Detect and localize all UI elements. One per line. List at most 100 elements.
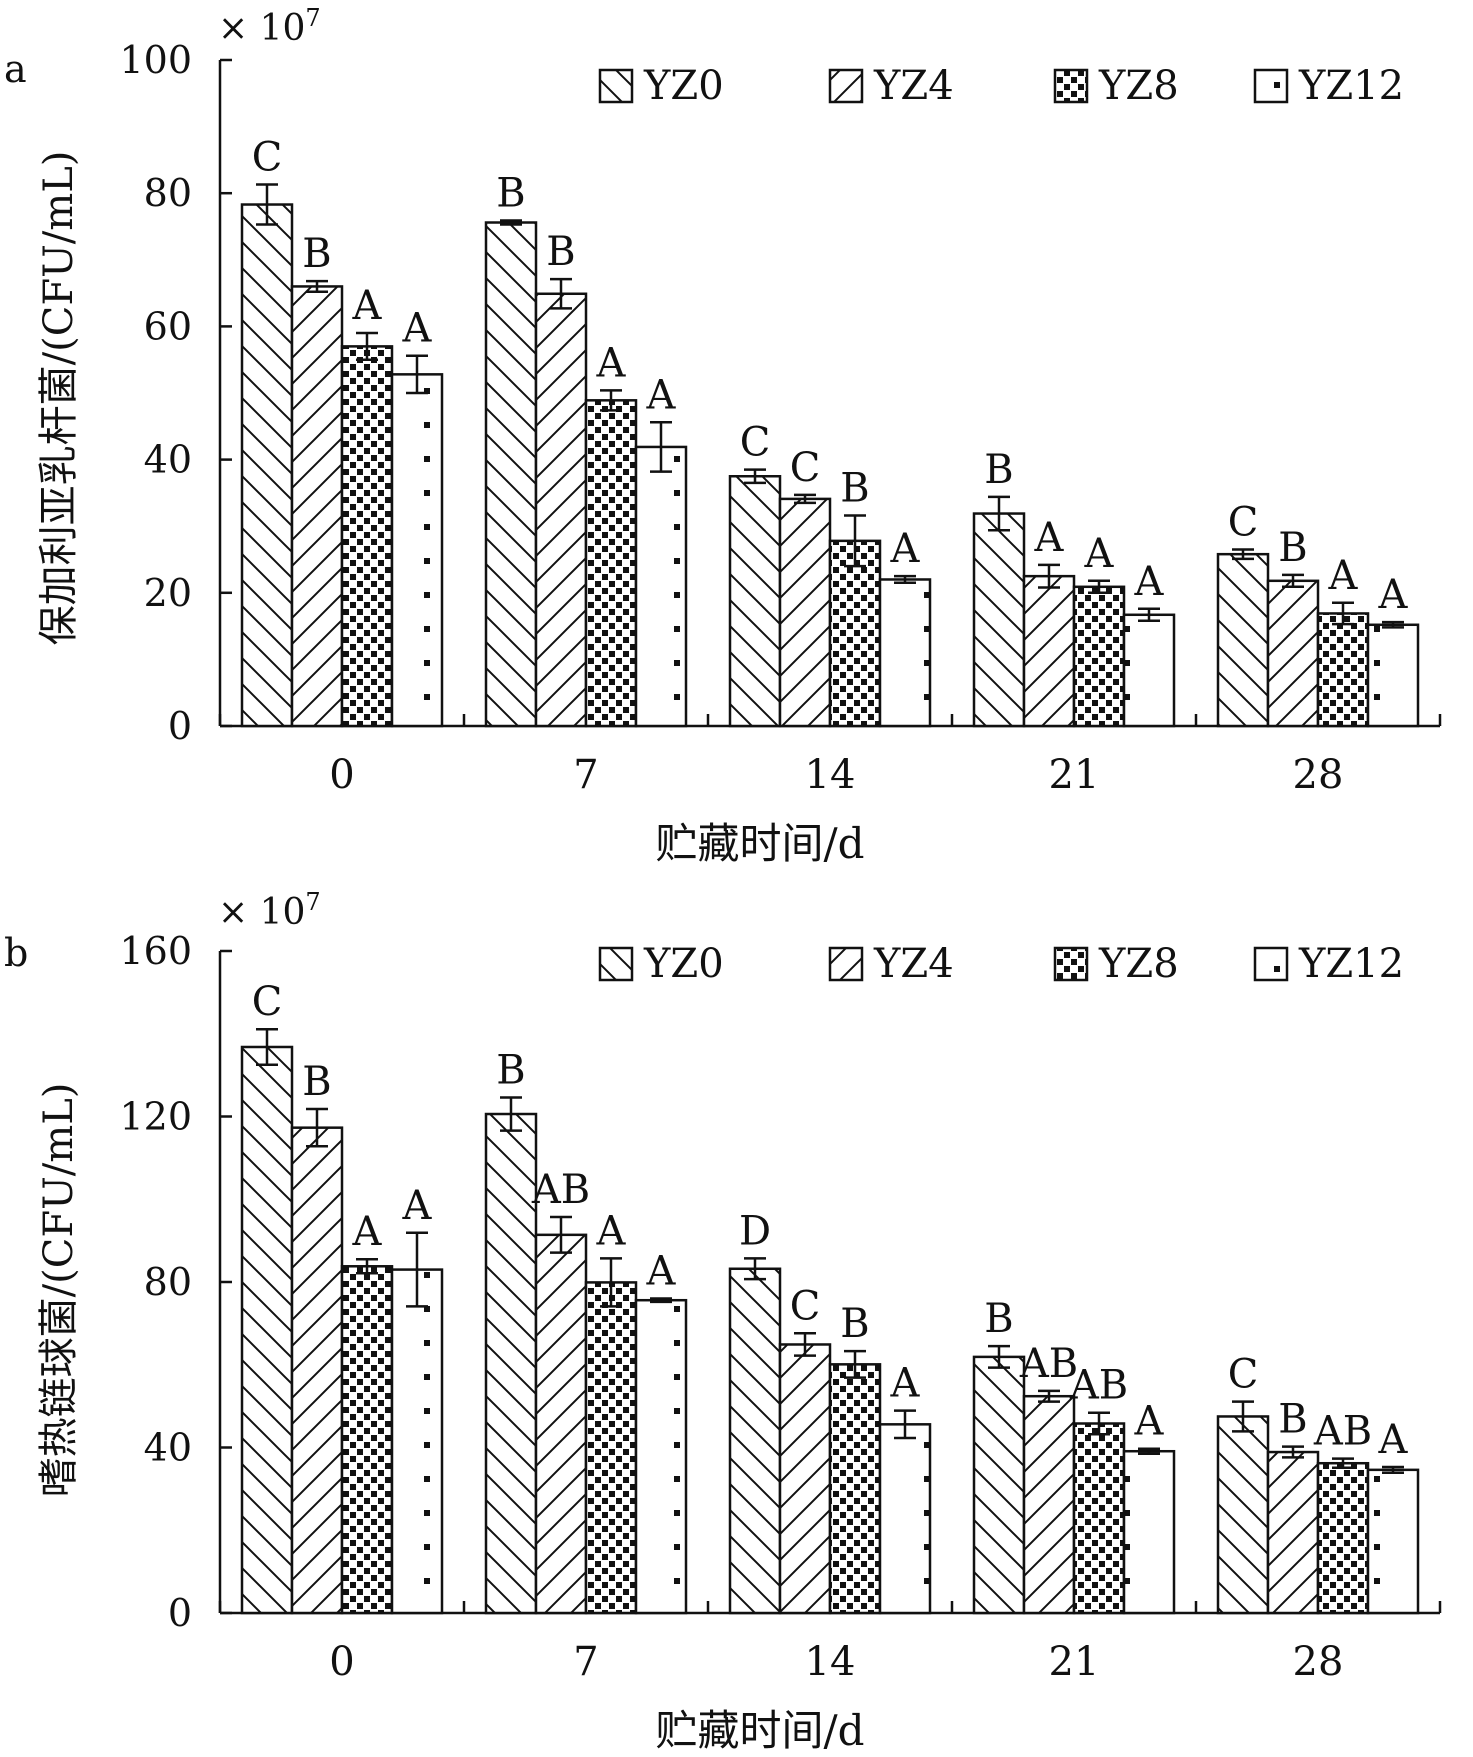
significance-letter: B <box>840 1301 869 1347</box>
y-tick-label: 40 <box>144 1426 192 1470</box>
bar-yz8 <box>1072 1422 1126 1615</box>
multiplier-exponent: 7 <box>305 888 320 916</box>
significance-letter: B <box>1278 525 1307 571</box>
y-tick-label: 0 <box>168 1591 192 1635</box>
bar-yz8 <box>584 1281 638 1615</box>
legend: YZ0 YZ4 YZ8 YZ12 <box>598 63 1404 109</box>
bar-yz8 <box>828 539 882 728</box>
bar-yz8 <box>1072 585 1126 728</box>
x-tick-label: 21 <box>1049 752 1100 798</box>
y-tick-label: 0 <box>168 704 192 748</box>
bar-yz0 <box>240 1045 294 1615</box>
panel-label: a <box>4 47 27 91</box>
significance-letter: A <box>1328 553 1359 599</box>
significance-letter: A <box>890 526 921 572</box>
bar-yz12 <box>1366 1468 1420 1615</box>
legend-entry: YZ8 <box>1098 63 1179 109</box>
x-axis-label: 贮藏时间/d <box>655 819 864 868</box>
x-tick-label: 14 <box>805 752 856 798</box>
significance-letter: B <box>1278 1397 1307 1443</box>
x-tick-label: 28 <box>1293 752 1344 798</box>
x-tick-label: 28 <box>1293 1639 1344 1685</box>
significance-letter: B <box>496 1047 525 1093</box>
bar-yz0 <box>484 1112 538 1615</box>
legend-entry: YZ12 <box>1298 941 1404 987</box>
significance-letter: A <box>352 283 383 329</box>
significance-letter: A <box>1378 1417 1409 1463</box>
y-axis-label: 保加利亚乳杆菌/(CFU/mL) <box>36 151 82 646</box>
legend-entry: YZ12 <box>1298 63 1404 109</box>
bar-yz4 <box>534 1233 588 1615</box>
significance-letter: C <box>252 979 283 1025</box>
significance-letter: A <box>890 1361 921 1407</box>
legend-swatch-yz0 <box>598 946 634 982</box>
legend: YZ0 YZ4 YZ8 YZ12 <box>598 941 1404 987</box>
bar-yz12 <box>1122 613 1176 728</box>
significance-letter: B <box>302 1059 331 1105</box>
significance-letter: B <box>984 1296 1013 1342</box>
significance-letter: C <box>790 445 821 491</box>
significance-letter: A <box>402 306 433 352</box>
legend-swatch-yz12 <box>1253 68 1289 104</box>
bar-yz12 <box>1122 1449 1176 1615</box>
significance-letter: B <box>546 229 575 275</box>
bar-yz0 <box>728 475 782 728</box>
multiplier-label: × 107 <box>218 888 321 933</box>
bar-yz0 <box>1216 552 1270 728</box>
bar-yz12 <box>390 1268 444 1615</box>
significance-letter: AB <box>1019 1341 1078 1387</box>
significance-letter: A <box>1134 559 1165 605</box>
panel-a: a × 107 保加利亚乳杆菌/(CFU/mL) 贮藏时间/d YZ0 YZ4 YZ… <box>4 4 1442 868</box>
significance-letter: A <box>646 372 677 418</box>
bar-yz12 <box>878 578 932 728</box>
bar-yz4 <box>778 497 832 728</box>
x-tick-label: 0 <box>329 752 354 798</box>
significance-letter: A <box>1134 1399 1165 1445</box>
y-axis-label: 嗜热链球菌/(CFU/mL) <box>36 1083 82 1498</box>
x-tick-label: 7 <box>573 752 598 798</box>
y-tick-label: 160 <box>119 929 192 973</box>
y-tick-label: 60 <box>144 304 192 348</box>
bar-yz0 <box>1216 1415 1270 1615</box>
significance-letter: A <box>646 1249 677 1295</box>
significance-letter: C <box>1228 1352 1259 1398</box>
legend-swatch-yz12 <box>1253 946 1289 982</box>
y-tick-label: 80 <box>144 171 192 215</box>
bar-yz0 <box>728 1267 782 1615</box>
y-tick-label: 20 <box>144 571 192 615</box>
bar-yz8 <box>340 1265 394 1615</box>
multiplier-exponent: 7 <box>305 4 320 32</box>
x-tick-label: 0 <box>329 1639 354 1685</box>
x-tick-label: 21 <box>1049 1639 1100 1685</box>
multiplier-base: × 10 <box>218 8 305 49</box>
bar-yz4 <box>290 285 344 728</box>
significance-letter: A <box>1378 572 1409 618</box>
legend-entry: YZ0 <box>643 63 724 109</box>
significance-letter: B <box>302 231 331 277</box>
bar-yz8 <box>1316 1461 1370 1615</box>
significance-letter: D <box>739 1208 771 1254</box>
bar-yz8 <box>1316 612 1370 728</box>
bar-yz8 <box>828 1363 882 1615</box>
bar-yz4 <box>1022 1394 1076 1615</box>
bar-yz4 <box>1266 579 1320 728</box>
bar-yz0 <box>972 1355 1026 1615</box>
legend-swatch-yz4 <box>828 68 864 104</box>
y-tick-label: 120 <box>119 1095 192 1139</box>
legend-entry: YZ4 <box>873 63 954 109</box>
significance-letter: A <box>402 1183 433 1229</box>
bar-yz0 <box>484 221 538 728</box>
bar-yz0 <box>240 203 294 728</box>
significance-letter: A <box>596 1208 627 1254</box>
x-tick-label: 7 <box>573 1639 598 1685</box>
bar-yz8 <box>340 345 394 728</box>
significance-letter: B <box>984 447 1013 493</box>
significance-letter: AB <box>531 1167 590 1213</box>
significance-letter: C <box>252 135 283 181</box>
significance-letter: A <box>352 1209 383 1255</box>
significance-letter: A <box>596 340 627 386</box>
x-axis-label: 贮藏时间/d <box>655 1706 864 1755</box>
bar-yz12 <box>1366 623 1420 728</box>
